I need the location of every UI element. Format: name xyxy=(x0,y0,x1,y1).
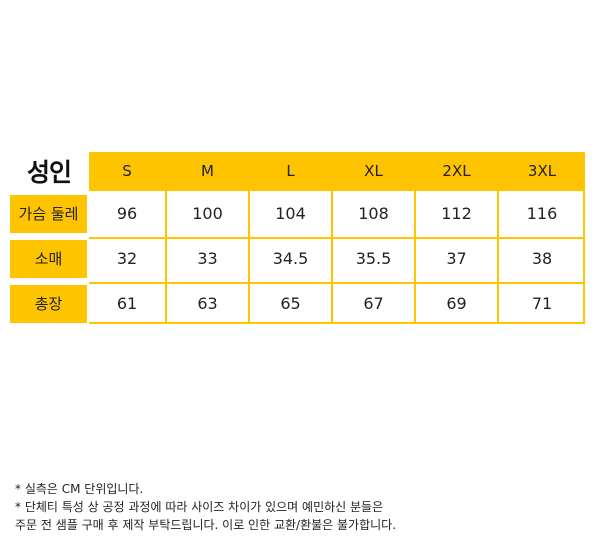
size-header-xl: XL xyxy=(364,162,383,180)
table-cell: 67 xyxy=(363,294,384,313)
table-row: 61 63 65 67 69 71 xyxy=(89,285,585,323)
size-header-s: S xyxy=(122,162,132,180)
table-cell: 71 xyxy=(531,294,553,313)
table-cell: 32 xyxy=(116,249,138,268)
note-line: * 단체티 특성 상 공정 과정에 따라 사이즈 차이가 있으며 예민하신 분들… xyxy=(15,500,384,514)
table-row: 32 33 34.5 35.5 37 38 xyxy=(89,240,585,278)
size-header-l: L xyxy=(286,162,295,180)
table-cell: 38 xyxy=(531,249,553,268)
table-divider xyxy=(331,191,333,324)
table-divider xyxy=(165,191,167,324)
table-divider xyxy=(89,282,585,284)
size-header-2xl: 2XL xyxy=(442,162,471,180)
table-cell: 61 xyxy=(116,294,138,313)
row-label-sleeve: 소매 xyxy=(10,240,87,278)
table-cell: 104 xyxy=(275,204,306,223)
table-cell: 112 xyxy=(441,204,472,223)
size-header-m: M xyxy=(201,162,214,180)
table-divider xyxy=(497,191,499,324)
table-cell: 100 xyxy=(192,204,223,223)
table-cell: 69 xyxy=(446,294,467,313)
size-notes: * 실측은 CM 단위입니다. * 단체티 특성 상 공정 과정에 따라 사이즈… xyxy=(15,480,585,534)
note-line: * 실측은 CM 단위입니다. xyxy=(15,482,144,496)
table-cell: 96 xyxy=(116,204,138,223)
table-row: 96 100 104 108 112 116 xyxy=(89,195,585,233)
table-cell: 37 xyxy=(446,249,467,268)
table-cell: 33 xyxy=(197,249,218,268)
table-cell: 116 xyxy=(526,204,558,223)
size-header-3xl: 3XL xyxy=(527,162,557,180)
table-cell: 65 xyxy=(280,294,301,313)
row-label-chest: 가슴 둘레 xyxy=(10,195,87,233)
size-header-row: S M L XL 2XL 3XL xyxy=(89,152,585,191)
table-divider xyxy=(89,322,585,324)
row-label-length: 총장 xyxy=(10,285,87,323)
table-cell: 35.5 xyxy=(355,249,392,268)
table-cell: 34.5 xyxy=(272,249,309,268)
size-table-title: 성인 xyxy=(27,158,72,187)
note-line: 주문 전 샘플 구매 후 제작 부탁드립니다. 이로 인한 교환/환불은 불가합… xyxy=(15,518,397,532)
table-divider xyxy=(414,191,416,324)
table-divider xyxy=(248,191,250,324)
table-cell: 63 xyxy=(197,294,218,313)
table-cell: 108 xyxy=(358,204,389,223)
table-divider xyxy=(583,191,585,324)
table-divider xyxy=(89,237,585,239)
